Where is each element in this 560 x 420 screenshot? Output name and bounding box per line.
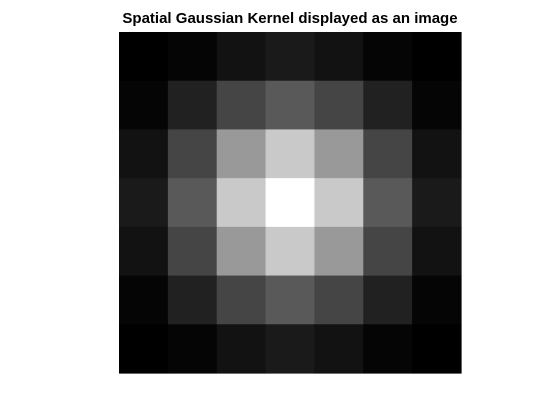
kernel-cell-r0-c4 xyxy=(314,32,364,82)
kernel-cell-r4-c3 xyxy=(265,226,316,277)
kernel-cell-r3-c4 xyxy=(314,178,364,228)
kernel-cell-r1-c3 xyxy=(265,80,316,131)
kernel-cell-r2-c4 xyxy=(314,129,364,179)
kernel-cell-r0-c0 xyxy=(119,32,169,82)
kernel-cell-r6-c1 xyxy=(167,324,218,374)
kernel-cell-r5-c3 xyxy=(265,275,316,325)
kernel-cell-r3-c1 xyxy=(167,178,218,228)
kernel-cell-r5-c2 xyxy=(216,275,267,325)
kernel-cell-r4-c5 xyxy=(363,226,413,277)
kernel-cell-r6-c2 xyxy=(216,324,267,374)
kernel-cell-r1-c1 xyxy=(167,80,218,131)
kernel-cell-r4-c4 xyxy=(314,226,364,277)
kernel-cell-r6-c5 xyxy=(363,324,413,374)
kernel-cell-r4-c2 xyxy=(216,226,267,277)
kernel-cell-r5-c6 xyxy=(412,275,462,325)
kernel-cell-r2-c3 xyxy=(265,129,316,179)
kernel-cell-r6-c6 xyxy=(412,324,462,374)
kernel-cell-r2-c2 xyxy=(216,129,267,179)
kernel-cell-r1-c2 xyxy=(216,80,267,131)
kernel-cell-r3-c5 xyxy=(363,178,413,228)
kernel-cell-r5-c5 xyxy=(363,275,413,325)
kernel-cell-r6-c3 xyxy=(265,324,316,374)
kernel-cell-r6-c0 xyxy=(119,324,169,374)
kernel-cell-r0-c2 xyxy=(216,32,267,82)
kernel-cell-r4-c1 xyxy=(167,226,218,277)
kernel-cell-r1-c4 xyxy=(314,80,364,131)
kernel-cell-r0-c3 xyxy=(265,32,316,82)
chart-title: Spatial Gaussian Kernel displayed as an … xyxy=(122,10,458,27)
kernel-cell-r5-c4 xyxy=(314,275,364,325)
kernel-cell-r3-c0 xyxy=(119,178,169,228)
kernel-cell-r3-c3 xyxy=(265,178,316,228)
kernel-cell-r4-c6 xyxy=(412,226,462,277)
kernel-cell-r2-c5 xyxy=(363,129,413,179)
kernel-cell-r5-c0 xyxy=(119,275,169,325)
kernel-cell-r3-c6 xyxy=(412,178,462,228)
kernel-cell-r2-c1 xyxy=(167,129,218,179)
kernel-cell-r2-c0 xyxy=(119,129,169,179)
kernel-cell-r4-c0 xyxy=(119,226,169,277)
kernel-cell-r6-c4 xyxy=(314,324,364,374)
kernel-cell-r1-c5 xyxy=(363,80,413,131)
kernel-cell-r5-c1 xyxy=(167,275,218,325)
kernel-cell-r0-c5 xyxy=(363,32,413,82)
kernel-cell-r3-c2 xyxy=(216,178,267,228)
kernel-cell-r2-c6 xyxy=(412,129,462,179)
kernel-cell-r1-c6 xyxy=(412,80,462,131)
kernel-cell-r0-c6 xyxy=(412,32,462,82)
kernel-cell-r1-c0 xyxy=(119,80,169,131)
kernel-cell-r0-c1 xyxy=(167,32,218,82)
